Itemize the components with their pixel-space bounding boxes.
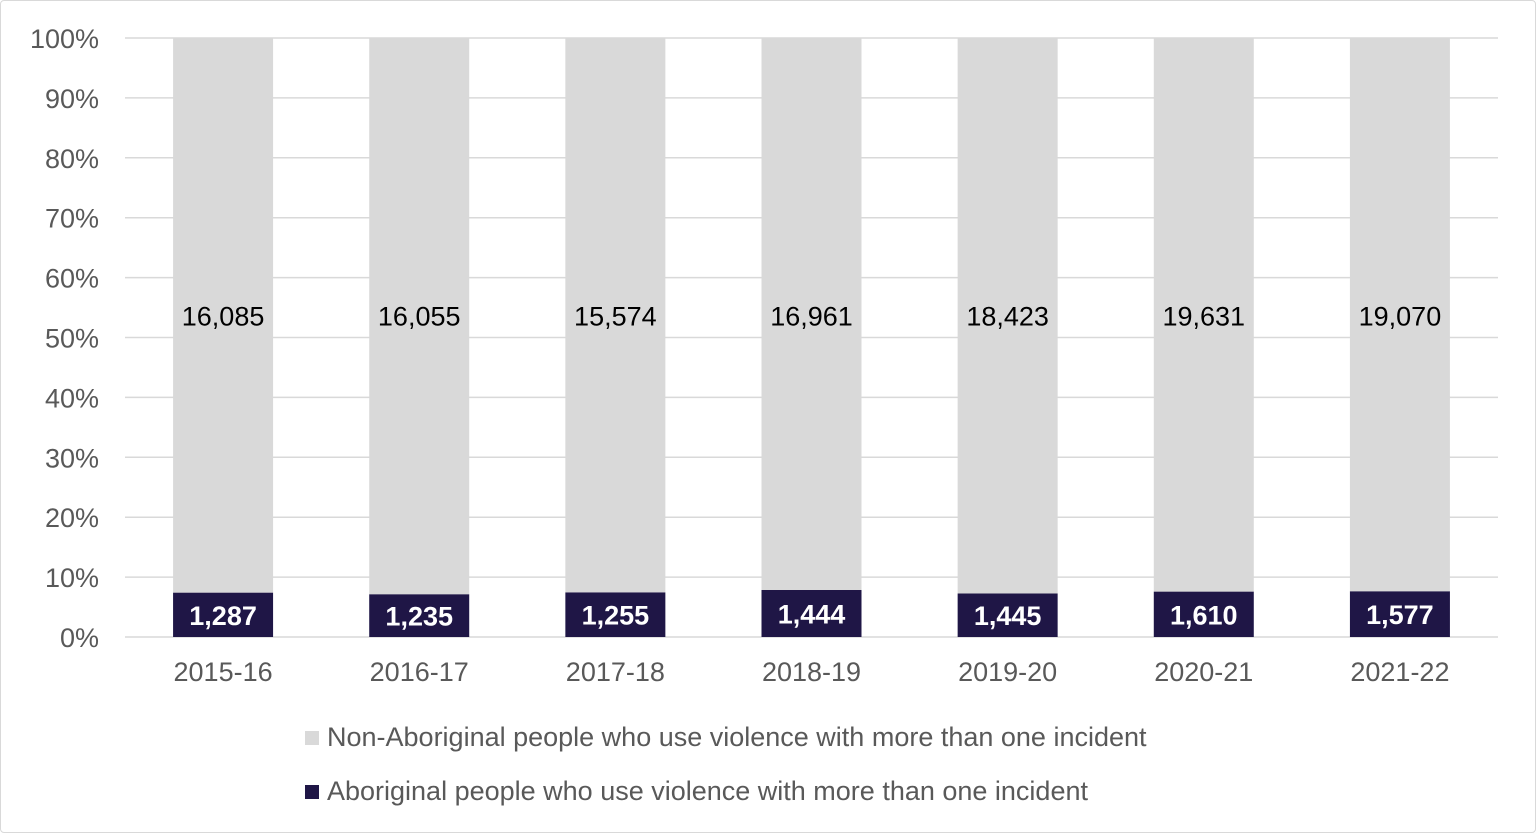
- bar-segment: [761, 38, 862, 591]
- y-tick-label: 10%: [45, 563, 99, 593]
- bar-segment: [173, 38, 274, 593]
- y-tick-label: 40%: [45, 383, 99, 413]
- data-label: 1,287: [189, 601, 257, 631]
- legend-item-aboriginal: Aboriginal people who use violence with …: [305, 776, 1088, 807]
- legend-item-non-aboriginal: Non-Aboriginal people who use violence w…: [305, 722, 1147, 753]
- bar-segment: [565, 592, 666, 637]
- y-tick-label: 60%: [45, 264, 99, 294]
- y-tick-label: 0%: [60, 623, 99, 653]
- data-label: 16,961: [770, 302, 853, 332]
- data-label: 1,577: [1366, 600, 1434, 630]
- data-label: 18,423: [966, 302, 1049, 332]
- data-label: 1,255: [582, 601, 650, 631]
- bar-segment: [1349, 38, 1450, 592]
- bar-segment: [173, 592, 274, 637]
- legend-label: Aboriginal people who use violence with …: [327, 776, 1088, 806]
- data-label: 19,631: [1162, 302, 1245, 332]
- bar-segment: [1153, 38, 1254, 592]
- data-label: 1,235: [385, 602, 453, 632]
- bar-segment: [957, 38, 1058, 594]
- bar-segment: [761, 590, 862, 637]
- data-label: 16,085: [182, 302, 265, 332]
- x-tick-label: 2017-18: [566, 657, 665, 687]
- x-tick-label: 2016-17: [370, 657, 469, 687]
- y-tick-label: 50%: [45, 324, 99, 354]
- data-label: 15,574: [574, 302, 657, 332]
- legend-label: Non-Aboriginal people who use violence w…: [327, 722, 1147, 752]
- x-tick-label: 2019-20: [958, 657, 1057, 687]
- bar-segment: [369, 594, 470, 637]
- data-label: 19,070: [1359, 302, 1442, 332]
- y-tick-label: 100%: [30, 24, 99, 54]
- data-label: 1,445: [974, 601, 1042, 631]
- y-tick-label: 80%: [45, 144, 99, 174]
- legend-swatch: [305, 784, 319, 799]
- bar-segment: [369, 38, 470, 595]
- bar-segment: [1153, 591, 1254, 637]
- x-tick-label: 2020-21: [1154, 657, 1253, 687]
- y-tick-label: 20%: [45, 503, 99, 533]
- x-tick-label: 2021-22: [1350, 657, 1449, 687]
- data-label: 16,055: [378, 302, 461, 332]
- bar-segment: [957, 593, 1058, 637]
- y-tick-label: 30%: [45, 443, 99, 473]
- x-tick-label: 2018-19: [762, 657, 861, 687]
- x-tick-label: 2015-16: [174, 657, 273, 687]
- data-label: 1,610: [1170, 600, 1238, 630]
- bar-segment: [565, 38, 666, 593]
- data-label: 1,444: [778, 600, 846, 630]
- bar-segment: [1349, 591, 1450, 637]
- y-tick-label: 70%: [45, 204, 99, 234]
- legend-swatch: [305, 730, 319, 745]
- y-tick-label: 90%: [45, 84, 99, 114]
